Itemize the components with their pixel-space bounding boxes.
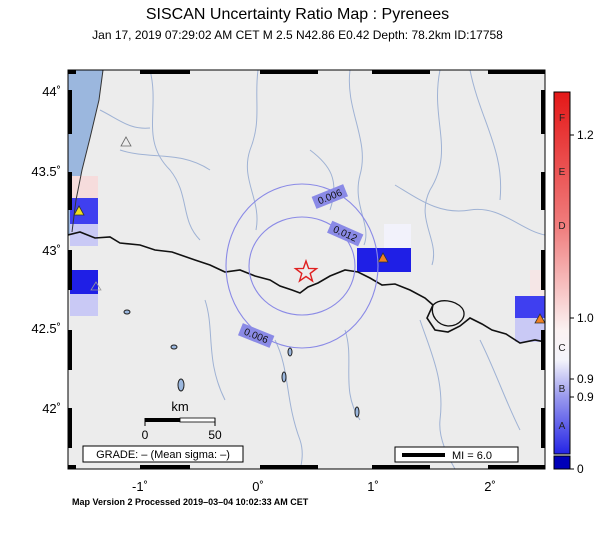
colorbar-gradient — [553, 91, 571, 455]
land-background — [68, 70, 545, 469]
colorbar-value: 0 — [577, 462, 584, 476]
lat-label: 44˚ — [42, 84, 61, 99]
longitude-labels: -1˚ 0˚ 1˚ 2˚ — [132, 479, 496, 494]
lat-label: 42.5˚ — [31, 321, 61, 336]
mi-legend-text: MI = 6.0 — [452, 450, 492, 462]
station-triangle — [377, 252, 389, 263]
colorbar-letter: F — [559, 113, 565, 124]
lon-label: 2˚ — [484, 479, 496, 494]
andorra-border — [431, 300, 465, 327]
stations — [73, 136, 545, 324]
epicenter-star-icon — [293, 258, 319, 283]
contour-0.006 — [225, 183, 379, 349]
scale-end: 50 — [208, 428, 222, 442]
colorbar-letter: E — [559, 167, 566, 178]
coastline — [71, 70, 104, 233]
colorbar-value: 0.9 — [577, 372, 594, 386]
contour-0.012 — [248, 216, 356, 316]
colorbar-letter: D — [558, 221, 565, 232]
lon-label: 0˚ — [252, 479, 264, 494]
mi-legend: MI = 6.0 — [394, 446, 519, 463]
grade-box: GRADE: – (Mean sigma: –) — [82, 445, 244, 463]
processing-footer: Map Version 2 Processed 2019–03–04 10:02… — [72, 497, 309, 507]
colorbar-value: 1.0 — [577, 311, 594, 325]
scale-bar: km 0 50 — [142, 399, 222, 442]
colorbar-letter: B — [559, 384, 566, 395]
colorbar-letter: C — [558, 343, 565, 354]
lakes — [123, 309, 360, 418]
scale-start: 0 — [142, 428, 149, 442]
colorbar-min-swatch — [553, 455, 571, 470]
station-triangle — [73, 205, 85, 216]
map-title: SISCAN Uncertainty Ratio Map : Pyrenees — [145, 6, 450, 23]
colorbar: F E D C B A 1.2 1.0 0.9 0.9 0 — [553, 91, 594, 476]
colorbar-letter: A — [559, 421, 566, 432]
map-area: 0.006 0.012 0.006 km 0 50 GRA — [68, 70, 545, 469]
station-triangle — [534, 313, 545, 324]
uncertainty-contours — [225, 183, 379, 349]
lon-label: 1˚ — [367, 479, 379, 494]
lat-label: 43˚ — [42, 243, 61, 258]
grade-text: GRADE: – (Mean sigma: –) — [96, 449, 230, 461]
lat-label: 43.5˚ — [31, 164, 61, 179]
colorbar-value: 1.2 — [577, 128, 594, 142]
latitude-labels: 44˚ 43.5˚ 43˚ 42.5˚ 42˚ — [31, 84, 61, 416]
event-info: Jan 17, 2019 07:29:02 AM CET M 2.5 N42.8… — [92, 28, 503, 42]
colorbar-value: 0.9 — [577, 390, 594, 404]
station-triangle — [90, 281, 102, 291]
border-line — [68, 231, 545, 344]
scale-unit: km — [171, 399, 188, 414]
lat-label: 42˚ — [42, 401, 61, 416]
station-triangle — [120, 136, 132, 147]
frame-ticks — [68, 70, 545, 469]
lon-label: -1˚ — [132, 479, 148, 494]
